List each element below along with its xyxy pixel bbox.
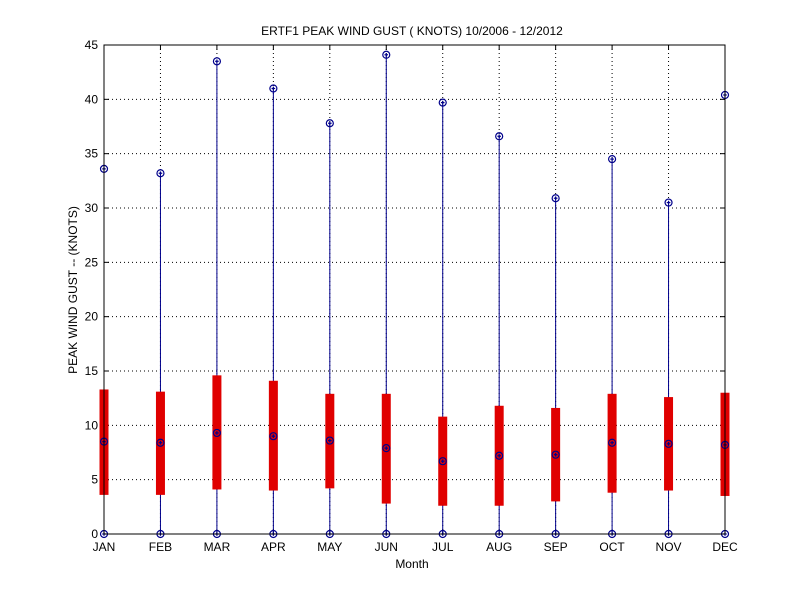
y-axis-ticks: 0 5 10 15 20 25 30 35 40 45 [85, 38, 725, 541]
max-marker [438, 98, 447, 107]
y-tick-label: 40 [85, 92, 99, 106]
x-tick-label: SEP [544, 540, 568, 554]
median-marker [495, 451, 504, 460]
median-marker [607, 438, 617, 447]
y-tick-label: 15 [85, 364, 99, 378]
y-axis-title: PEAK WIND GUST -- (KNOTS) [66, 206, 80, 374]
x-tick-label: MAR [204, 540, 231, 554]
x-tick-label: JUN [375, 540, 398, 554]
box-plot-series [99, 50, 730, 539]
max-marker [551, 194, 560, 203]
max-marker [382, 50, 391, 59]
median-marker [664, 439, 673, 448]
median-marker [438, 457, 447, 466]
x-axis-title: Month [395, 557, 428, 571]
y-tick-label: 30 [85, 201, 99, 215]
chart-title: ERTF1 PEAK WIND GUST ( KNOTS) 10/2006 - … [261, 24, 563, 38]
x-tick-label: JUL [432, 540, 454, 554]
x-axis-ticks: JAN FEB MAR APR MAY JUN JUL AUG SEP OCT NOV DEC [93, 45, 738, 554]
max-marker [156, 169, 165, 178]
x-tick-label: OCT [599, 540, 625, 554]
median-marker [156, 438, 165, 447]
x-tick-label: JAN [93, 540, 116, 554]
max-marker [212, 57, 222, 66]
x-tick-label: DEC [712, 540, 738, 554]
y-tick-label: 5 [91, 473, 98, 487]
grid-lines [104, 45, 725, 534]
x-tick-label: NOV [656, 540, 682, 554]
max-marker [664, 198, 673, 207]
x-tick-label: MAY [317, 540, 342, 554]
x-tick-label: AUG [486, 540, 512, 554]
max-marker [495, 132, 504, 141]
y-tick-label: 45 [85, 38, 99, 52]
y-tick-label: 35 [85, 147, 99, 161]
median-marker [382, 444, 391, 453]
x-tick-label: FEB [149, 540, 172, 554]
max-marker [269, 84, 278, 93]
plot-frame [103, 44, 726, 535]
max-marker [607, 155, 617, 164]
y-tick-label: 25 [85, 255, 99, 269]
x-tick-label: APR [261, 540, 286, 554]
y-tick-label: 0 [91, 527, 98, 541]
y-tick-label: 10 [85, 418, 99, 432]
median-marker [325, 436, 334, 445]
median-marker [269, 432, 278, 441]
median-marker [551, 450, 560, 459]
median-marker [212, 428, 222, 438]
y-tick-label: 20 [85, 310, 99, 324]
max-marker [325, 119, 334, 128]
